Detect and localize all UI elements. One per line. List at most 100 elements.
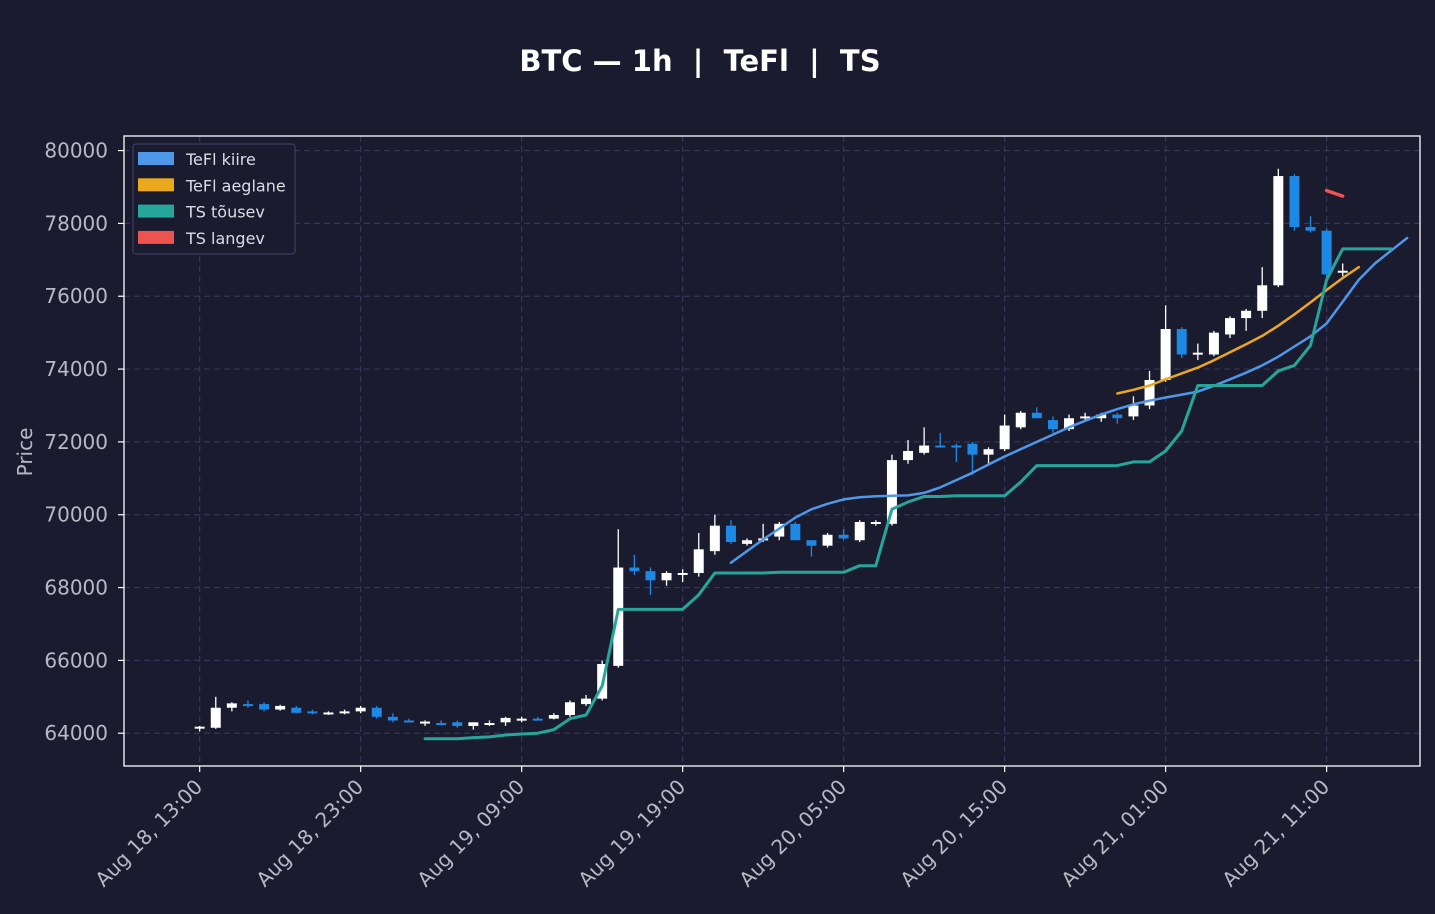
candle-body	[838, 534, 849, 539]
candle-body	[1176, 329, 1187, 355]
candle-body	[1225, 318, 1236, 335]
candle-body	[1337, 270, 1348, 273]
legend-label: TS tõusev	[185, 203, 265, 222]
candle-body	[1208, 332, 1219, 355]
candle-body	[1144, 379, 1155, 406]
candle-body	[468, 722, 479, 726]
candle-body	[983, 449, 994, 455]
legend-label: TS langev	[185, 229, 265, 248]
candle-body	[870, 522, 881, 525]
y-axis-ticks: 64000 66000 68000 70000 72000 74000 76000 78000…	[44, 139, 124, 745]
candle-body	[1080, 416, 1091, 419]
candle-body	[1241, 310, 1252, 319]
candle-body	[1160, 329, 1171, 380]
legend: TeFl kiire TeFl aeglane TS tõusev TS langev	[132, 143, 296, 255]
plot-frame	[123, 135, 1421, 767]
candle-body	[194, 726, 205, 729]
legend-label: TeFl aeglane	[185, 176, 286, 195]
y-tick-label: 76000	[44, 284, 108, 308]
candle-body	[452, 722, 463, 726]
candle-body	[1257, 285, 1268, 311]
candle-body	[806, 540, 817, 546]
legend-label: TeFl kiire	[185, 150, 256, 169]
candle-body	[1112, 414, 1123, 419]
candle-body	[1031, 412, 1042, 419]
candle-body	[919, 445, 930, 453]
y-tick-label: 66000	[44, 648, 108, 672]
candle-body	[951, 445, 962, 448]
candle-body	[1305, 227, 1316, 231]
candle-body	[1321, 230, 1332, 275]
legend-swatch	[138, 204, 174, 218]
y-axis-label: Price	[13, 428, 37, 477]
series-line	[1116, 265, 1361, 395]
candle-body	[242, 704, 253, 707]
candle-body	[210, 707, 221, 728]
legend-box	[132, 143, 296, 255]
candle-body	[999, 425, 1010, 450]
indicator-lines	[423, 188, 1409, 741]
candle-body	[371, 707, 382, 717]
y-tick-label: 70000	[44, 503, 108, 527]
candle-body	[645, 571, 656, 581]
candle-body	[1047, 420, 1058, 430]
candle-body	[516, 718, 527, 721]
candle-body	[436, 723, 447, 726]
candle-body	[564, 702, 575, 716]
candle-body	[790, 523, 801, 541]
candle-body	[1273, 176, 1284, 286]
y-tick-label: 78000	[44, 211, 108, 235]
candle-body	[709, 525, 720, 552]
candle-body	[935, 445, 946, 448]
legend-swatch	[138, 230, 174, 244]
candle-body	[1015, 412, 1026, 428]
candle-body	[854, 522, 865, 541]
y-tick-label: 74000	[44, 357, 108, 381]
candle-body	[339, 711, 350, 714]
candle-body	[661, 572, 672, 581]
series-line	[1324, 188, 1345, 198]
candle-body	[226, 703, 237, 708]
candle-body	[307, 711, 318, 714]
candle-body	[725, 525, 736, 543]
candle-body	[387, 716, 398, 721]
candle-body	[886, 460, 897, 524]
candle-body	[323, 712, 334, 715]
legend-swatch	[138, 178, 174, 192]
candle-body	[532, 718, 543, 721]
candle-body	[420, 721, 431, 724]
candle-body	[548, 715, 559, 719]
y-tick-label: 72000	[44, 430, 108, 454]
candle-body	[484, 723, 495, 726]
y-tick-label: 64000	[44, 721, 108, 745]
candle-body	[355, 707, 366, 712]
candlesticks	[194, 168, 1348, 732]
series-line	[423, 247, 1393, 741]
candle-body	[629, 567, 640, 572]
candle-body	[1064, 418, 1075, 430]
legend-swatch	[138, 152, 174, 165]
y-tick-label: 80000	[44, 139, 108, 163]
y-tick-label: 68000	[44, 576, 108, 600]
candle-body	[500, 717, 511, 723]
candle-body	[742, 540, 753, 544]
candle-body	[581, 698, 592, 705]
candle-body	[275, 705, 286, 710]
candle-body	[693, 549, 704, 573]
candle-body	[1192, 352, 1203, 355]
candle-body	[967, 443, 978, 455]
candle-body	[774, 523, 785, 537]
candle-body	[1096, 414, 1107, 419]
candle-body	[822, 534, 833, 546]
candle-body	[677, 572, 688, 575]
candle-body	[1289, 176, 1300, 228]
candle-body	[903, 451, 914, 461]
series-line	[729, 236, 1409, 565]
chart-title: BTC — 1h | TeFl | TS	[519, 44, 880, 78]
candle-body	[403, 720, 414, 723]
candle-body	[291, 707, 302, 713]
candle-body	[259, 704, 270, 710]
candle-body	[1128, 405, 1139, 417]
